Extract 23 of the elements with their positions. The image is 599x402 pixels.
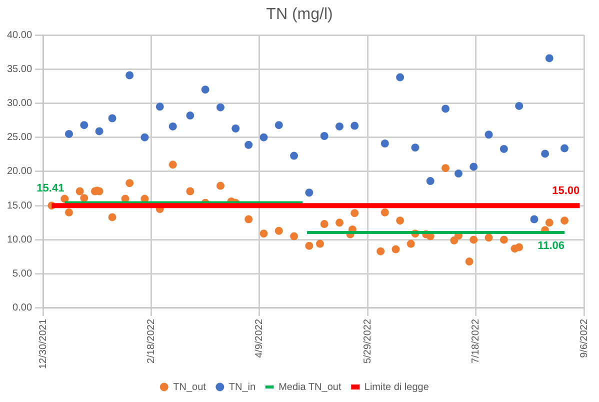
legend-label: Media TN_out (278, 382, 342, 393)
x-tick-label: 7/18/2022 (470, 318, 482, 364)
y-tick-label: 20.00 (6, 166, 32, 178)
x-tick-label: 9/6/2022 (578, 318, 590, 358)
annotation: 11.06 (538, 240, 565, 252)
x-tick-label: 2/18/2022 (146, 318, 157, 364)
y-tick-label: 40.00 (6, 30, 32, 41)
y-tick-label: 25.00 (6, 132, 32, 144)
y-tick-label: 5.00 (12, 268, 32, 280)
legend-label: TN_out (173, 382, 206, 393)
annotation: 15.00 (552, 185, 580, 198)
x-tick-label: 5/29/2022 (362, 318, 374, 364)
legend-label: TN_in (228, 382, 256, 393)
y-tick-label: 15.00 (6, 200, 32, 212)
x-tick-label: 12/30/2021 (38, 318, 49, 370)
chart-title: TN (mg/l) (265, 6, 334, 25)
annotation: 15.41 (36, 182, 64, 194)
x-tick-label: 4/9/2022 (254, 318, 266, 358)
y-tick-label: 35.00 (6, 64, 32, 75)
y-tick-label: 10.00 (6, 234, 32, 246)
y-tick-label: 0.00 (12, 302, 32, 314)
legend-label: Limite di legge (364, 382, 430, 393)
y-tick-label: 30.00 (6, 98, 32, 109)
